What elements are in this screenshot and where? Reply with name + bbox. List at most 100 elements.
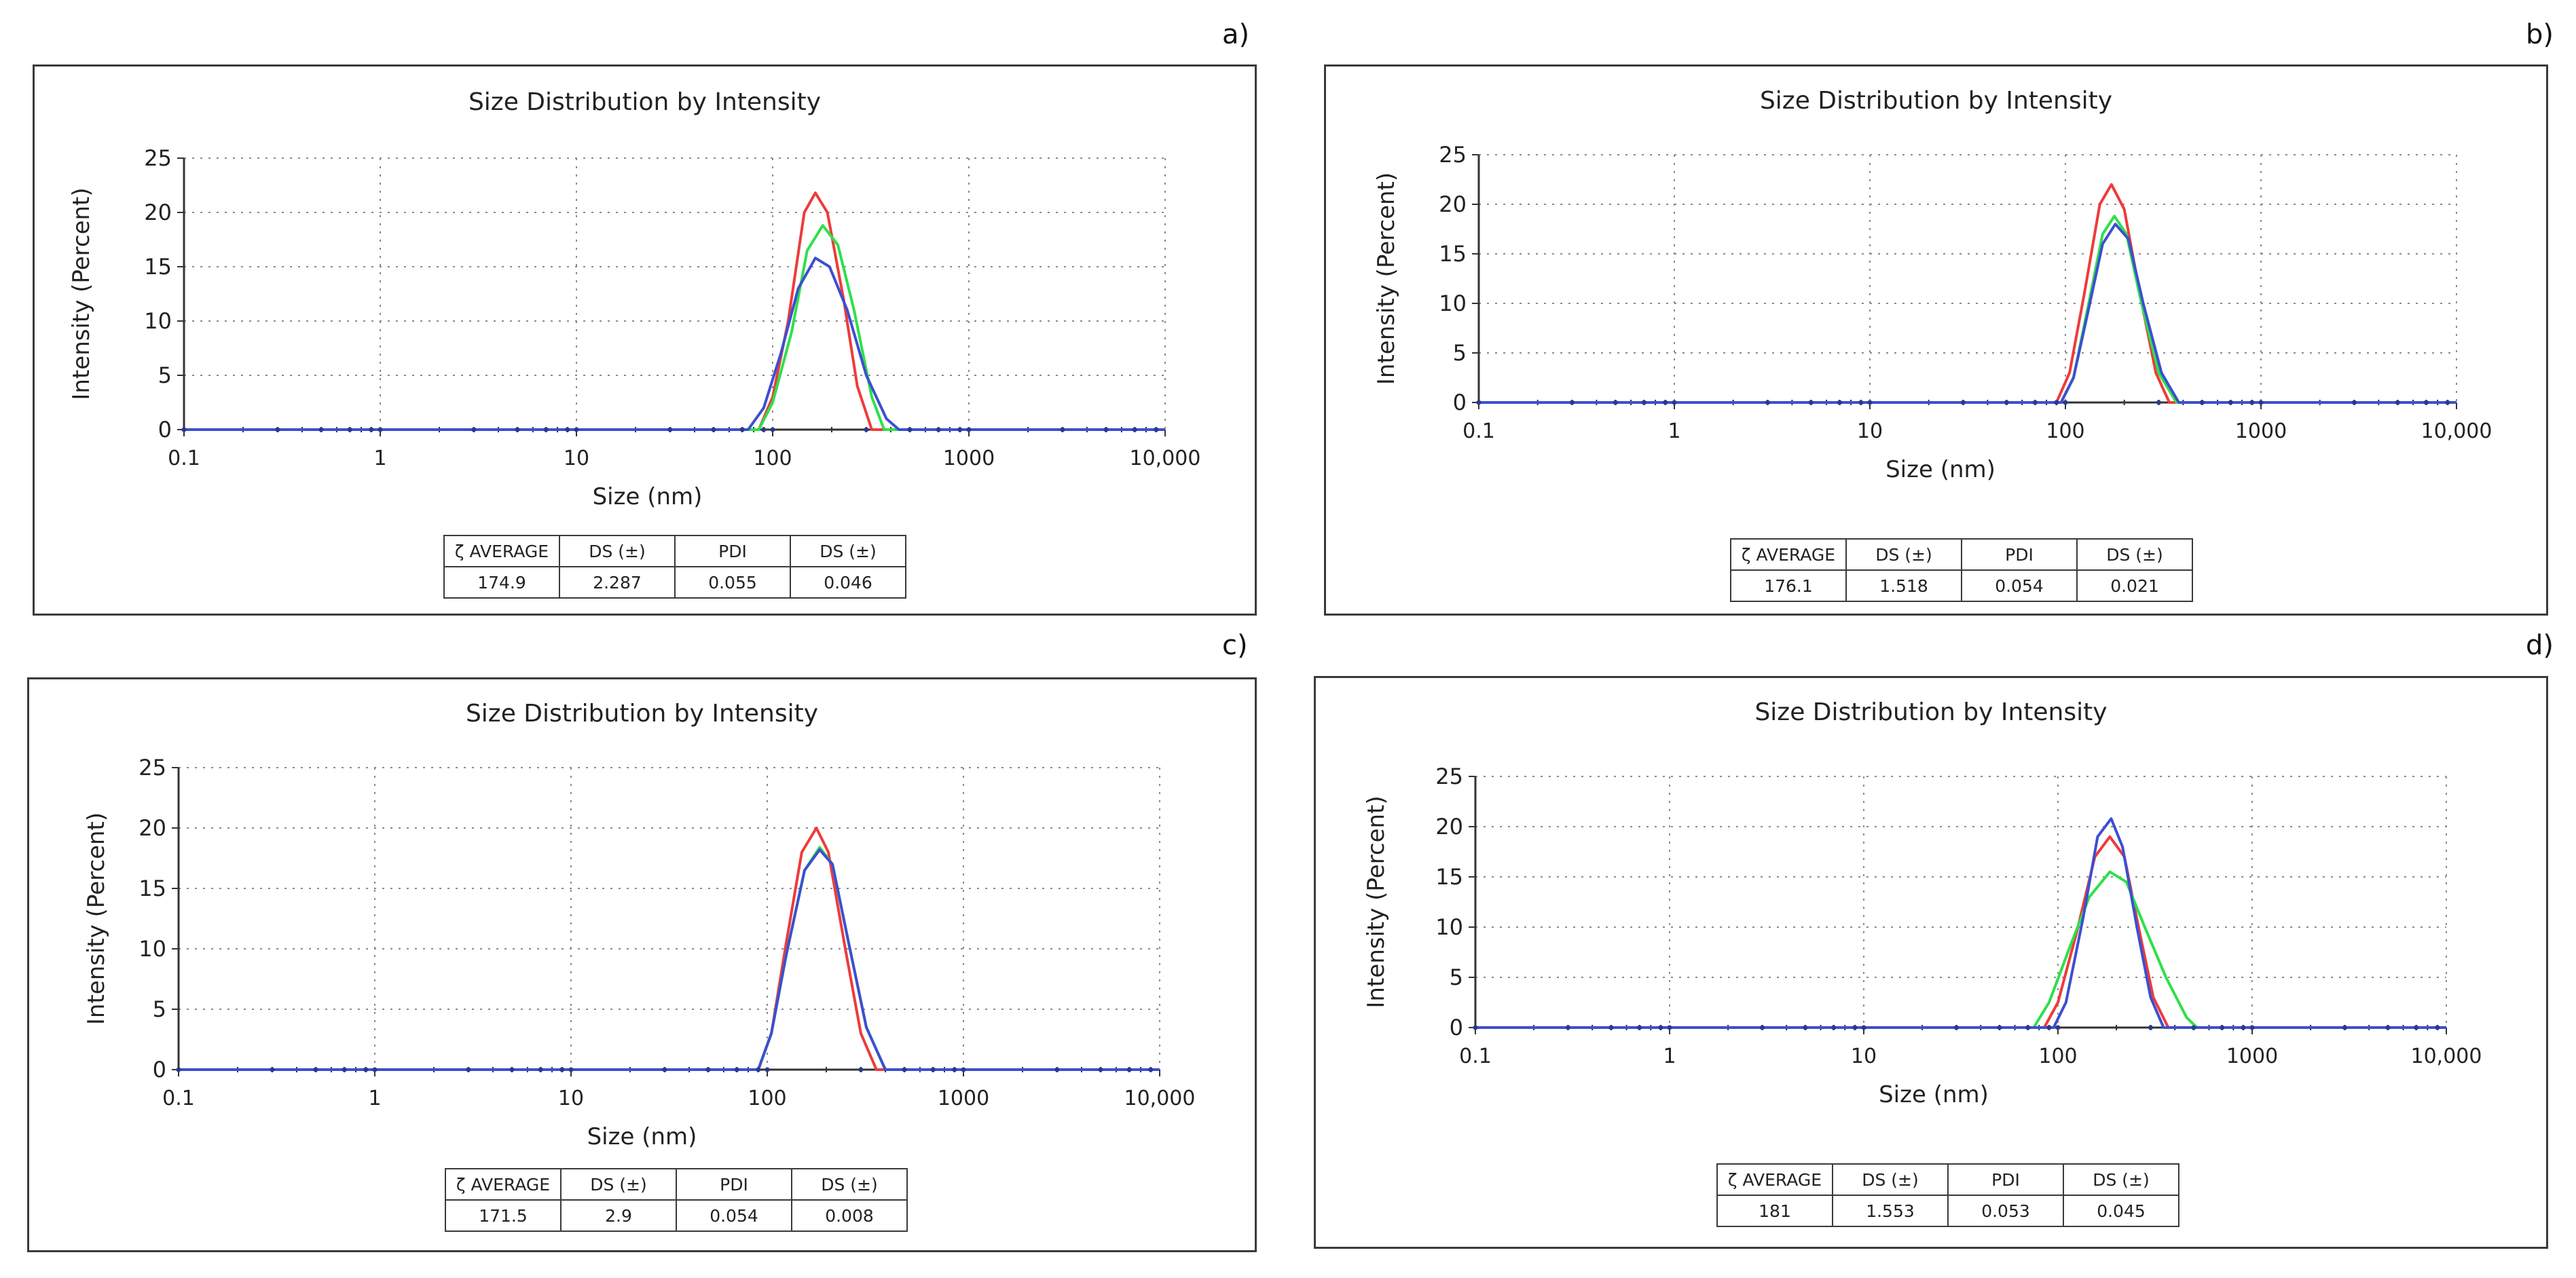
panel-label-d: d) xyxy=(2526,630,2554,661)
baseline-marker xyxy=(2063,400,2068,405)
panel-label-a: a) xyxy=(1222,19,1250,50)
x-tick-label: 10 xyxy=(564,447,589,470)
series-line-blue xyxy=(184,257,1165,431)
baseline-marker xyxy=(966,427,972,432)
baseline-marker xyxy=(2025,1025,2031,1030)
baseline-marker xyxy=(543,427,549,432)
x-axis-label: Size (nm) xyxy=(1885,456,1995,483)
baseline-marker xyxy=(515,427,520,432)
stats-table-c: ζ AVERAGE DS (±) PDI DS (±) 171.5 2.9 0.… xyxy=(445,1168,908,1232)
x-tick-label: 0.1 xyxy=(1462,419,1495,443)
y-tick-label: 25 xyxy=(144,145,172,171)
x-tick-label: 100 xyxy=(2046,419,2084,443)
baseline-marker xyxy=(2199,400,2205,405)
baseline-marker xyxy=(2148,1025,2153,1030)
series-line-blue xyxy=(179,848,1160,1071)
stats-value-row: 181 1.553 0.053 0.045 xyxy=(1716,1195,2179,1227)
baseline-marker xyxy=(369,427,374,432)
value-ds-2: 0.045 xyxy=(2063,1195,2179,1227)
series-line-green xyxy=(184,224,1165,431)
baseline-marker xyxy=(2395,400,2400,405)
header-zeta-average: ζ AVERAGE xyxy=(445,1168,562,1201)
header-ds: DS (±) xyxy=(1832,1163,1949,1196)
chart-panel-b: Size Distribution by Intensity 0.1 1 10 100… xyxy=(1324,64,2548,616)
header-ds-2: DS (±) xyxy=(2076,538,2193,571)
baseline-marker xyxy=(1658,1025,1663,1030)
x-tick-label: 1 xyxy=(1668,419,1680,443)
baseline-marker xyxy=(1803,1025,1808,1030)
series-line-red xyxy=(1479,183,2457,404)
stats-table-a: ζ AVERAGE DS (±) PDI DS (±) 174.9 2.287 … xyxy=(443,535,906,599)
stats-value-row: 174.9 2.287 0.055 0.046 xyxy=(443,566,906,599)
stats-table-d: ζ AVERAGE DS (±) PDI DS (±) 181 1.553 0.… xyxy=(1716,1163,2179,1227)
y-tick-label: 15 xyxy=(144,254,172,280)
y-tick-label: 25 xyxy=(1439,142,1467,168)
header-ds: DS (±) xyxy=(559,535,676,567)
x-tick-label: 100 xyxy=(748,1087,786,1110)
header-ds: DS (±) xyxy=(560,1168,677,1201)
header-zeta-average: ζ AVERAGE xyxy=(1716,1163,1833,1196)
baseline-marker xyxy=(1858,400,1864,405)
x-tick-label: 0.1 xyxy=(162,1087,195,1110)
baseline-marker xyxy=(1960,400,1966,405)
baseline-marker xyxy=(568,1067,574,1072)
x-tick-label: 10 xyxy=(1851,1045,1877,1068)
baseline-marker xyxy=(1663,400,1668,405)
y-tick-label: 20 xyxy=(1435,814,1463,840)
baseline-marker xyxy=(1054,1067,1060,1072)
x-tick-label: 1000 xyxy=(2235,419,2287,443)
baseline-marker xyxy=(1765,400,1770,405)
baseline-marker xyxy=(2445,400,2450,405)
baseline-marker xyxy=(961,1067,966,1072)
baseline-marker xyxy=(509,1067,515,1072)
baseline-marker xyxy=(1861,1025,1866,1030)
baseline-marker xyxy=(2191,1025,2196,1030)
value-pdi: 0.054 xyxy=(676,1199,792,1232)
value-pdi: 0.055 xyxy=(674,566,791,599)
baseline-marker xyxy=(1637,1025,1642,1030)
x-tick-label: 1 xyxy=(368,1087,381,1110)
baseline-marker xyxy=(2055,1025,2061,1030)
baseline-marker xyxy=(378,427,383,432)
baseline-marker xyxy=(858,1067,864,1072)
series-line-green xyxy=(179,846,1160,1071)
series-line-blue xyxy=(1475,817,2446,1029)
baseline-marker xyxy=(902,1067,907,1072)
x-axis-label: Size (nm) xyxy=(587,1123,697,1150)
baseline-marker xyxy=(347,427,352,432)
baseline-marker xyxy=(318,427,324,432)
y-tick-label: 0 xyxy=(158,417,172,443)
y-tick-label: 5 xyxy=(1453,340,1467,366)
value-zeta-average: 171.5 xyxy=(445,1199,562,1232)
x-tick-label: 1 xyxy=(373,447,386,470)
x-tick-label: 10 xyxy=(1857,419,1883,443)
x-tick-label: 10,000 xyxy=(2411,1045,2482,1068)
baseline-marker xyxy=(957,427,963,432)
header-ds: DS (±) xyxy=(1845,538,1962,571)
baseline-marker xyxy=(1103,427,1109,432)
y-tick-label: 15 xyxy=(1439,241,1467,267)
baseline-marker xyxy=(275,427,280,432)
baseline-marker xyxy=(952,1067,957,1072)
baseline-marker xyxy=(1154,427,1159,432)
series-line-red xyxy=(184,191,1165,431)
baseline-marker xyxy=(1953,1025,1959,1030)
baseline-marker xyxy=(1060,427,1065,432)
value-ds: 2.9 xyxy=(560,1199,677,1232)
x-tick-label: 10,000 xyxy=(1130,447,1201,470)
baseline-marker xyxy=(1569,400,1575,405)
header-pdi: PDI xyxy=(1947,1163,2064,1196)
y-tick-label: 0 xyxy=(1450,1015,1463,1040)
baseline-marker xyxy=(2435,1025,2440,1030)
baseline-marker xyxy=(930,1067,936,1072)
y-tick-label: 15 xyxy=(139,876,166,901)
header-ds-2: DS (±) xyxy=(790,535,906,567)
plot-area-d: 0.1 1 10 100 1000 10,000 0 5 10 15 20 25 Size (nm) In… xyxy=(1363,764,2482,1108)
y-axis-label: Intensity (Percent) xyxy=(1363,795,1390,1008)
baseline-marker xyxy=(734,1067,739,1072)
baseline-marker xyxy=(471,427,477,432)
baseline-marker xyxy=(2054,400,2059,405)
baseline-marker xyxy=(270,1067,275,1072)
plot-area-c: 0.1 1 10 100 1000 10,000 0 5 10 15 20 25 Size (nm) In… xyxy=(83,755,1195,1150)
y-tick-label: 10 xyxy=(144,308,172,334)
